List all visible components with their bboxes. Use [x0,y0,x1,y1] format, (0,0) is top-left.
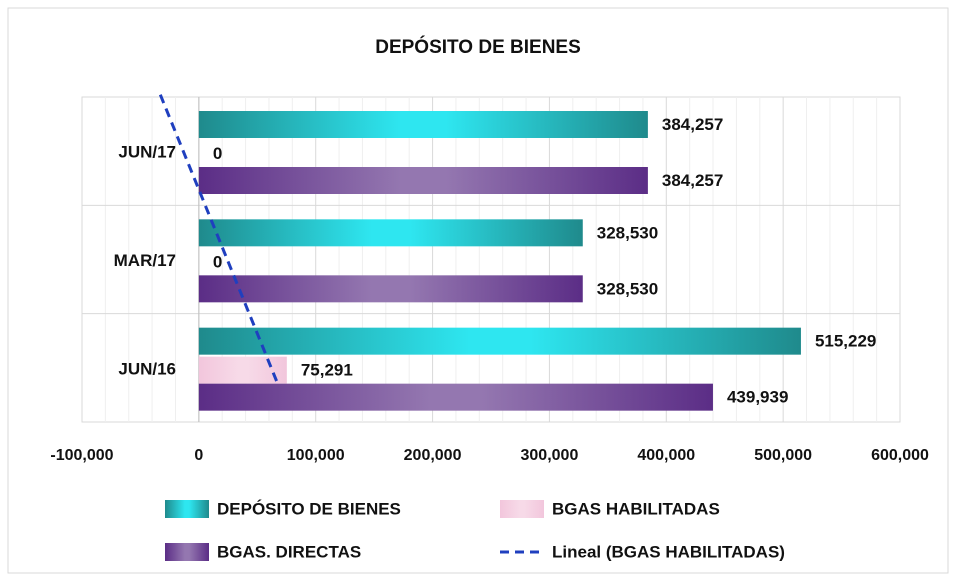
data-label: 0 [213,144,222,163]
legend-swatch [165,500,209,518]
data-label: 328,530 [597,279,658,298]
legend-label: BGAS. DIRECTAS [217,542,361,561]
y-tick-label: MAR/17 [114,251,176,270]
legend-swatch [165,543,209,561]
x-tick-label: 500,000 [754,447,812,464]
x-tick-label: -100,000 [50,447,113,464]
bar [198,219,583,247]
data-label: 328,530 [597,223,658,242]
legend-label: DEPÓSITO DE BIENES [217,499,401,518]
x-tick-label: 0 [194,447,203,464]
bar [198,111,648,138]
data-label: 0 [213,252,222,271]
y-tick-label: JUN/17 [118,143,176,162]
x-tick-label: 300,000 [521,447,579,464]
data-label: 439,939 [727,388,788,407]
bar [198,275,583,303]
legend-label: Lineal (BGAS HABILITADAS) [552,542,785,561]
x-tick-label: 400,000 [637,447,695,464]
chart-title: DEPÓSITO DE BIENES [375,36,581,58]
data-label: 384,257 [662,171,723,190]
y-tick-label: JUN/16 [118,359,176,378]
x-tick-label: 600,000 [871,447,929,464]
legend-swatch [500,500,544,518]
trendline [158,93,278,382]
data-label: 384,257 [662,115,723,134]
x-tick-label: 100,000 [287,447,345,464]
bar [198,167,648,194]
bar [198,327,801,355]
x-tick-label: 200,000 [404,447,462,464]
legend-label: BGAS HABILITADAS [552,499,720,518]
data-label: 75,291 [301,361,353,380]
data-label: 515,229 [815,332,876,351]
bar [198,383,713,411]
bar [198,356,287,384]
